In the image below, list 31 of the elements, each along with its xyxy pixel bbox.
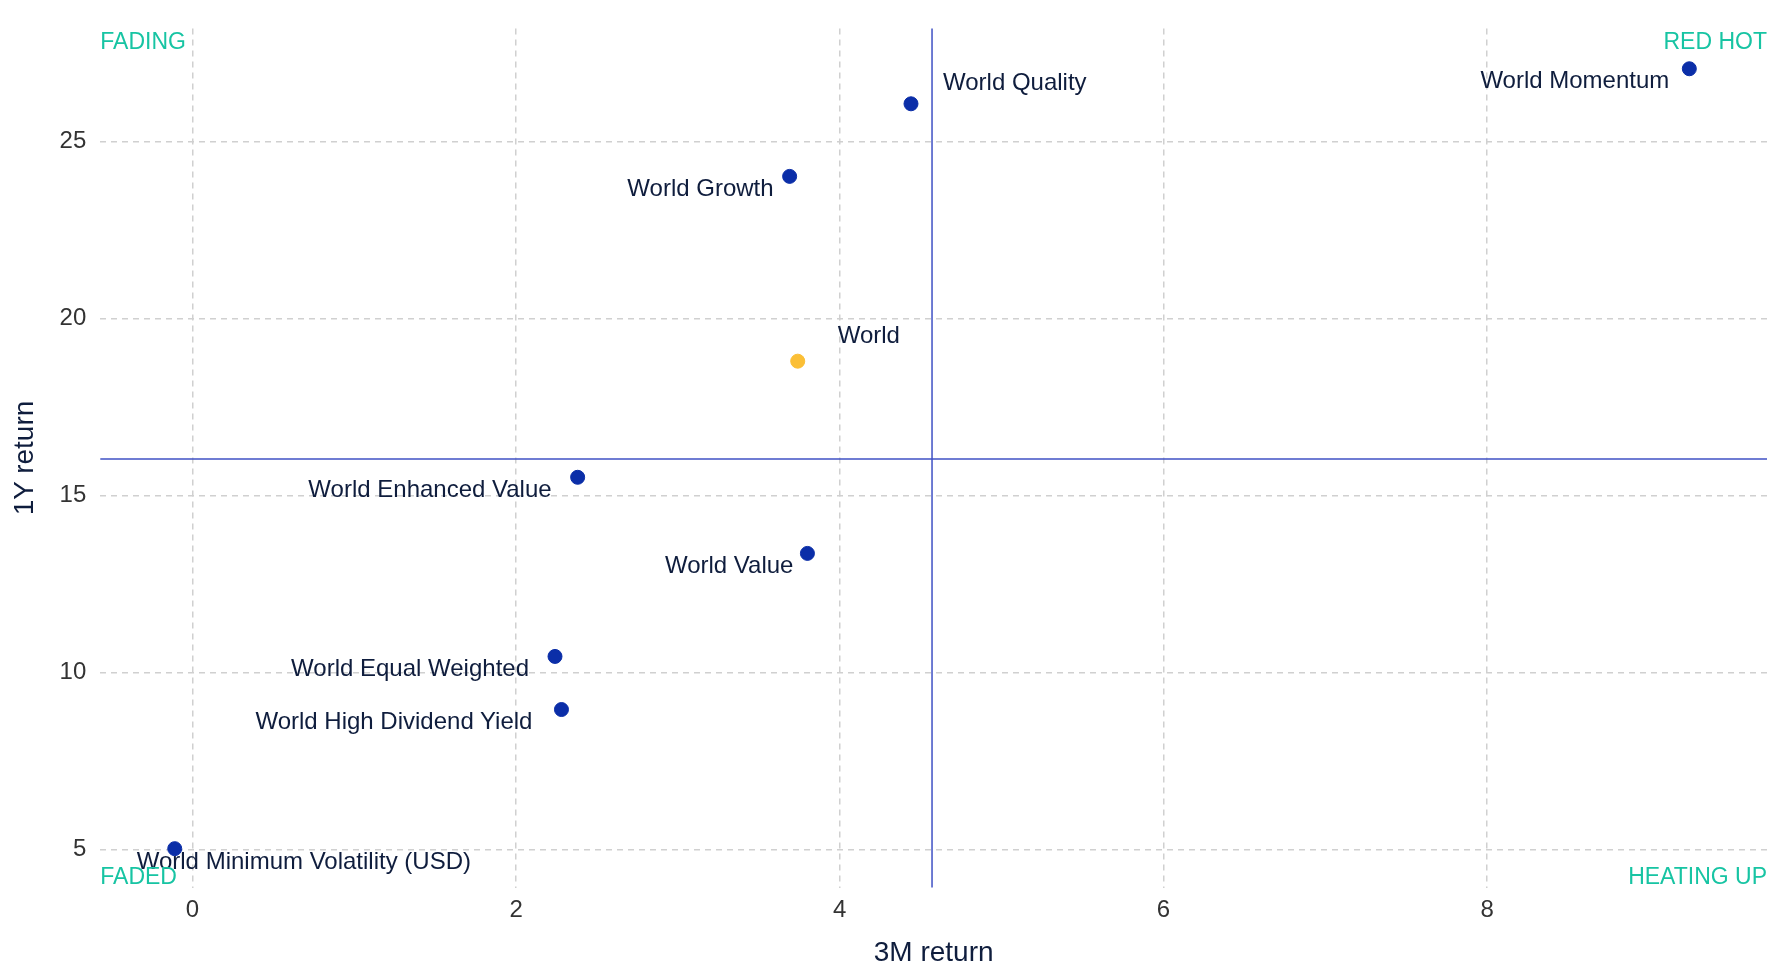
point <box>782 168 798 184</box>
series-label: World High Dividend Yield <box>255 707 533 735</box>
annotation: RED HOT <box>1663 27 1767 54</box>
annotation: HEATING UP <box>1628 862 1767 889</box>
y-tick-label: 15 <box>59 480 87 508</box>
x-tick-label: 0 <box>185 894 200 922</box>
point <box>1681 61 1697 77</box>
series-label: World Equal Weighted <box>291 654 529 682</box>
series-label: World Value <box>664 551 794 579</box>
x-tick-label: 2 <box>509 894 523 922</box>
x-tick-label: 8 <box>1480 894 1494 922</box>
point <box>799 545 815 561</box>
point <box>547 648 563 664</box>
x-tick-label: 6 <box>1156 894 1171 922</box>
y-tick-label: 10 <box>59 657 87 685</box>
y-tick-label: 20 <box>59 303 87 331</box>
annotation: FADING <box>100 27 186 54</box>
series-label: World Quality <box>942 68 1087 96</box>
series-label: World Growth <box>627 174 774 201</box>
point <box>790 353 806 369</box>
point <box>903 96 919 112</box>
y-tick-label: 25 <box>59 126 87 154</box>
x-axis-title: 3M return <box>873 935 994 967</box>
point <box>553 702 569 718</box>
series-label: World Momentum <box>1480 66 1670 94</box>
y-tick-label: 5 <box>72 834 87 862</box>
series-label: World <box>837 320 900 348</box>
y-axis-title: 1Y return <box>7 400 39 516</box>
point <box>570 469 586 485</box>
series-label: World Enhanced Value <box>308 474 552 502</box>
x-tick-label: 4 <box>833 894 847 922</box>
